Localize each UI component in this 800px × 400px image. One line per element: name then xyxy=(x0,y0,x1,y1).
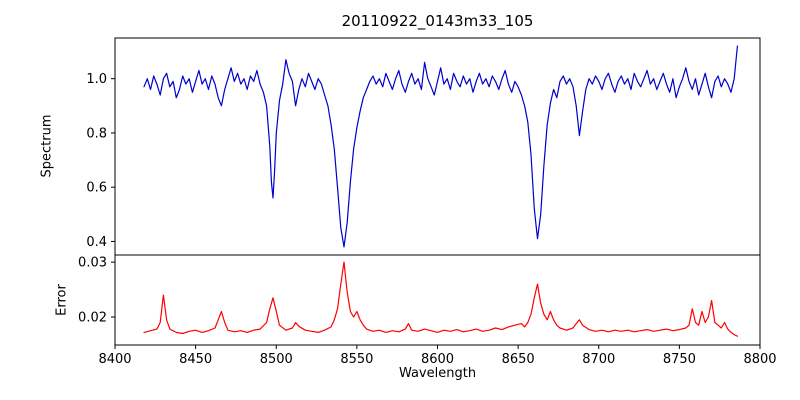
y-tick-label: 0.8 xyxy=(86,126,107,141)
x-tick-label: 8450 xyxy=(179,352,212,367)
y-tick-label: 0.03 xyxy=(78,256,107,271)
chart-title: 20110922_0143m33_105 xyxy=(341,12,534,30)
y-tick-label: 0.4 xyxy=(86,235,107,250)
y-tick-label: 0.02 xyxy=(78,311,107,326)
x-tick-label: 8600 xyxy=(421,352,454,367)
x-tick-label: 8650 xyxy=(502,352,535,367)
x-tick-label: 8750 xyxy=(663,352,696,367)
x-axis-label: Wavelength xyxy=(398,366,477,381)
spectrum-panel-border xyxy=(114,37,761,256)
spectrum-line xyxy=(143,45,739,248)
error-panel-border xyxy=(114,254,761,346)
x-tick-label: 8800 xyxy=(743,352,776,367)
x-tick-label: 8400 xyxy=(98,352,131,367)
x-tick-label: 8700 xyxy=(582,352,615,367)
x-tick-label: 8500 xyxy=(260,352,293,367)
y-tick-label: 1.0 xyxy=(86,72,107,87)
x-tick-label: 8550 xyxy=(340,352,373,367)
y-tick-label: 0.6 xyxy=(86,181,107,196)
error-line xyxy=(143,261,739,337)
